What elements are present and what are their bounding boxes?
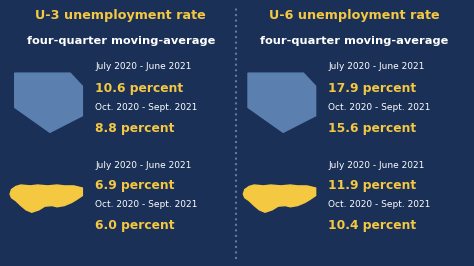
- Text: Oct. 2020 - Sept. 2021: Oct. 2020 - Sept. 2021: [328, 200, 431, 209]
- Text: 10.4 percent: 10.4 percent: [328, 219, 417, 231]
- Polygon shape: [10, 185, 82, 212]
- Text: U-6 unemployment rate: U-6 unemployment rate: [269, 9, 439, 22]
- Text: four-quarter moving-average: four-quarter moving-average: [260, 36, 448, 45]
- Text: July 2020 - June 2021: July 2020 - June 2021: [328, 62, 425, 71]
- Text: July 2020 - June 2021: July 2020 - June 2021: [328, 161, 425, 170]
- Text: four-quarter moving-average: four-quarter moving-average: [27, 36, 215, 45]
- Text: 10.6 percent: 10.6 percent: [95, 82, 183, 95]
- Text: 17.9 percent: 17.9 percent: [328, 82, 417, 95]
- Polygon shape: [243, 185, 316, 212]
- Text: 15.6 percent: 15.6 percent: [328, 122, 417, 135]
- Text: 6.9 percent: 6.9 percent: [95, 179, 174, 192]
- Text: U-3 unemployment rate: U-3 unemployment rate: [36, 9, 206, 22]
- Polygon shape: [248, 73, 316, 132]
- Text: July 2020 - June 2021: July 2020 - June 2021: [95, 62, 191, 71]
- Polygon shape: [15, 73, 82, 132]
- Text: 6.0 percent: 6.0 percent: [95, 219, 175, 231]
- Text: Oct. 2020 - Sept. 2021: Oct. 2020 - Sept. 2021: [95, 103, 198, 112]
- Text: July 2020 - June 2021: July 2020 - June 2021: [95, 161, 191, 170]
- Text: Oct. 2020 - Sept. 2021: Oct. 2020 - Sept. 2021: [95, 200, 198, 209]
- Text: Oct. 2020 - Sept. 2021: Oct. 2020 - Sept. 2021: [328, 103, 431, 112]
- Text: 11.9 percent: 11.9 percent: [328, 179, 417, 192]
- Text: 8.8 percent: 8.8 percent: [95, 122, 174, 135]
